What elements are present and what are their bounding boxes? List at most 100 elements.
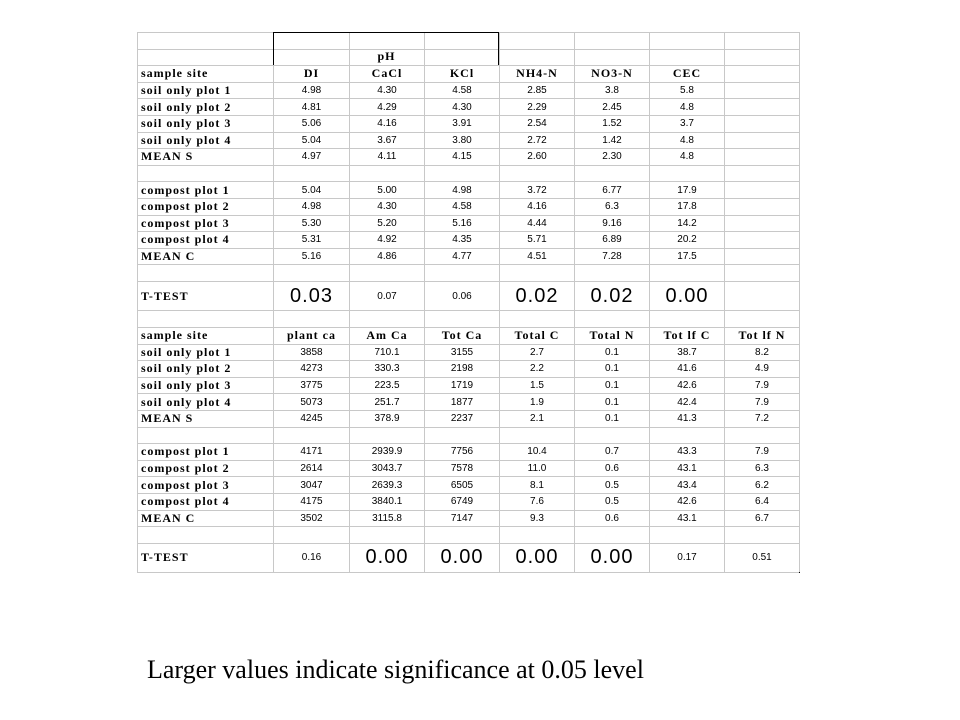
cell-value: 4.77 [424,247,500,266]
grid-line [137,410,799,411]
grid-line [799,32,800,573]
cell-value: 2.45 [574,98,650,116]
cell-value: 42.4 [649,393,725,411]
cell-value: 0.5 [574,476,650,494]
grid-line [137,81,799,83]
cell-value: 4.30 [349,198,425,216]
cell-value: 9.3 [499,509,575,528]
cell-value: 5.16 [273,247,350,266]
cell-value: 6505 [424,476,500,494]
cell-value: 3775 [273,376,350,395]
cell-value: 0.16 [273,542,350,574]
column-header: plant ca [273,327,350,345]
row-label: soil only plot 4 [137,393,274,411]
cell-value: 4.8 [649,131,725,150]
grid-line [137,115,799,116]
cell-value: 3.7 [649,115,725,133]
cell-value: 0.00 [424,542,500,574]
cell-value: 6.7 [724,509,800,528]
cell-value: 4.81 [273,98,350,116]
cell-value: 4.29 [349,98,425,116]
cell-value: 7.6 [499,493,575,511]
cell-value: 223.5 [349,376,425,395]
column-header: KCl [424,65,500,83]
cell-value: 4.30 [349,81,425,100]
cell-value: 4.8 [649,98,725,116]
cell-value: 6.3 [724,459,800,478]
cell-value: 7578 [424,459,500,478]
cell-value: 7756 [424,443,500,461]
cell-value: 0.07 [349,281,425,312]
cell-value: 43.4 [649,476,725,494]
cell-value: 1877 [424,393,500,411]
row-label: MEAN C [137,247,274,266]
grid-line [137,360,799,362]
footnote: Larger values indicate significance at 0… [147,655,644,684]
cell-value: 0.1 [574,360,650,378]
cell-value: 5.31 [273,231,350,249]
cell-value: 4.98 [273,198,350,216]
cell-value: 6.3 [574,198,650,216]
cell-value: 1.9 [499,393,575,411]
cell-value: 4171 [273,443,350,461]
grid-line [137,247,799,249]
row-label: compost plot 1 [137,443,274,461]
cell-value: 4.58 [424,198,500,216]
cell-value: 7.28 [574,247,650,266]
cell-value: 0.1 [574,393,650,411]
cell-value: 4.98 [273,81,350,100]
grid-line [137,393,799,395]
cell-value: 0.00 [574,542,650,574]
cell-value: 1.42 [574,131,650,150]
column-header: sample site [137,65,274,83]
cell-value: 8.1 [499,476,575,494]
grid-line [137,476,799,478]
cell-value: 0.6 [574,459,650,478]
grid-line [137,181,799,183]
column-header: NO3-N [574,65,650,83]
cell-value: 0.7 [574,443,650,461]
cell-value: 2198 [424,360,500,378]
cell-value: 2639.3 [349,476,425,494]
grid-line [137,148,799,150]
column-header: Total C [499,327,575,345]
row-label: T-TEST [137,542,274,574]
cell-value: 4.30 [424,98,500,116]
grid-line [137,343,799,345]
cell-value: 11.0 [499,459,575,478]
cell-value: 3047 [273,476,350,494]
cell-value: 4273 [273,360,350,378]
cell-value: 0.03 [273,281,350,312]
column-header: Total N [574,327,650,345]
cell-value: 10.4 [499,443,575,461]
cell-value: 4.97 [273,148,350,166]
grid-line [424,32,425,573]
cell-value: 1.5 [499,376,575,395]
grid-line [137,493,799,494]
cell-value: 17.8 [649,198,725,216]
cell-value: 43.1 [649,509,725,528]
row-label: soil only plot 3 [137,115,274,133]
cell-value: 2.85 [499,81,575,100]
cell-value: 5.71 [499,231,575,249]
grid-line [574,32,575,573]
cell-value: 2.54 [499,115,575,133]
grid-line [137,198,799,199]
cell-value: 9.16 [574,214,650,233]
grid-line [137,264,799,266]
cell-value: 3.8 [574,81,650,100]
row-label: MEAN C [137,509,274,528]
grid-line [137,32,138,573]
cell-value: 4.35 [424,231,500,249]
cell-value: 1719 [424,376,500,395]
cell-value: 0.5 [574,493,650,511]
cell-value: 4.9 [724,360,800,378]
row-label: soil only plot 1 [137,343,274,362]
cell-value: 43.3 [649,443,725,461]
cell-value: 4.16 [349,115,425,133]
cell-value: 0.00 [499,542,575,574]
grid-line [137,310,799,312]
cell-value: 378.9 [349,410,425,428]
cell-value: 4.44 [499,214,575,233]
